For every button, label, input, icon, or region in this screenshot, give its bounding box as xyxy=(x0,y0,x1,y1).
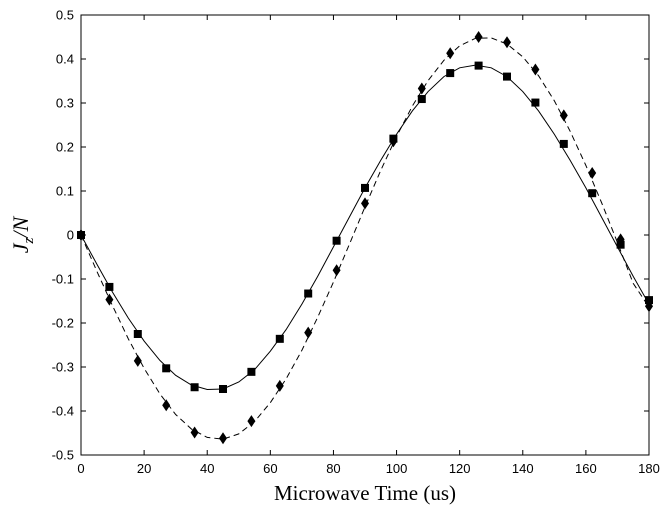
data-point-square xyxy=(105,282,114,291)
data-point-square xyxy=(219,385,227,393)
data-point-diamond xyxy=(559,109,568,122)
data-point-square xyxy=(275,334,284,343)
y-tick-label: -0.5 xyxy=(52,448,74,463)
x-tick-label: 40 xyxy=(200,461,214,476)
y-tick-label: 0.5 xyxy=(56,8,74,23)
data-point-diamond xyxy=(332,264,341,277)
data-point-square xyxy=(474,61,483,70)
x-tick-label: 60 xyxy=(263,461,277,476)
y-tick-label: 0.4 xyxy=(56,52,74,67)
data-point-diamond xyxy=(190,426,199,439)
data-point-square xyxy=(304,289,313,298)
y-tick-label: 0.1 xyxy=(56,184,74,199)
data-point-diamond xyxy=(105,293,114,306)
data-point-diamond xyxy=(446,47,455,60)
data-point-diamond xyxy=(531,63,540,76)
series-diamond xyxy=(77,31,653,445)
data-point-square xyxy=(531,98,540,107)
data-point-diamond xyxy=(162,399,171,412)
y-axis-title-sub: z xyxy=(21,237,37,244)
data-point-square xyxy=(162,364,171,373)
x-axis-title: Microwave Time (us) xyxy=(274,481,456,505)
data-point-square xyxy=(247,367,256,376)
series-line-diamond xyxy=(80,37,650,440)
data-point-square xyxy=(190,383,199,392)
data-point-diamond xyxy=(219,432,227,445)
series-square xyxy=(77,61,653,393)
data-point-square xyxy=(446,69,455,78)
data-point-square xyxy=(559,139,568,148)
plot-frame xyxy=(80,14,650,456)
data-point-diamond xyxy=(275,379,284,392)
data-point-square xyxy=(417,95,426,104)
y-tick-label: 0.2 xyxy=(56,140,74,155)
y-tick-label: -0.4 xyxy=(52,404,74,419)
data-point-square xyxy=(133,330,142,338)
y-axis-title: Jz/N xyxy=(8,215,37,253)
data-point-diamond xyxy=(474,31,483,43)
x-tick-label: 120 xyxy=(449,461,471,476)
y-axis-title-rest: /N xyxy=(8,215,33,239)
x-tick-label: 160 xyxy=(575,461,597,476)
y-tick-label: -0.1 xyxy=(52,272,74,287)
data-point-diamond xyxy=(247,415,256,428)
x-tick-label: 180 xyxy=(638,461,660,476)
data-point-square xyxy=(361,183,369,192)
data-point-diamond xyxy=(133,354,142,367)
data-point-diamond xyxy=(417,82,426,95)
y-tick-label: 0 xyxy=(67,228,74,243)
x-tick-label: 0 xyxy=(77,461,84,476)
data-point-square xyxy=(588,189,597,198)
data-point-diamond xyxy=(588,166,597,179)
data-point-diamond xyxy=(503,36,511,49)
y-tick-label: 0.3 xyxy=(56,96,74,111)
data-point-diamond xyxy=(389,135,398,148)
data-point-diamond xyxy=(304,326,313,339)
data-point-square xyxy=(332,236,341,245)
data-point-square xyxy=(503,72,511,81)
x-tick-label: 140 xyxy=(512,461,534,476)
series-layer xyxy=(77,31,653,445)
x-tick-label: 100 xyxy=(386,461,408,476)
data-point-diamond xyxy=(616,233,625,246)
x-tick-label: 20 xyxy=(137,461,151,476)
y-tick-label: -0.3 xyxy=(52,360,74,375)
x-tick-label: 80 xyxy=(326,461,340,476)
axes-layer: 0 20 40 60 80 100 120 140 160 180 -0.5 -0.4 -0.3 -0.2… xyxy=(52,8,660,477)
y-tick-label: -0.2 xyxy=(52,316,74,331)
y-axis-title-main: J xyxy=(8,242,33,253)
data-point-diamond xyxy=(361,197,369,210)
